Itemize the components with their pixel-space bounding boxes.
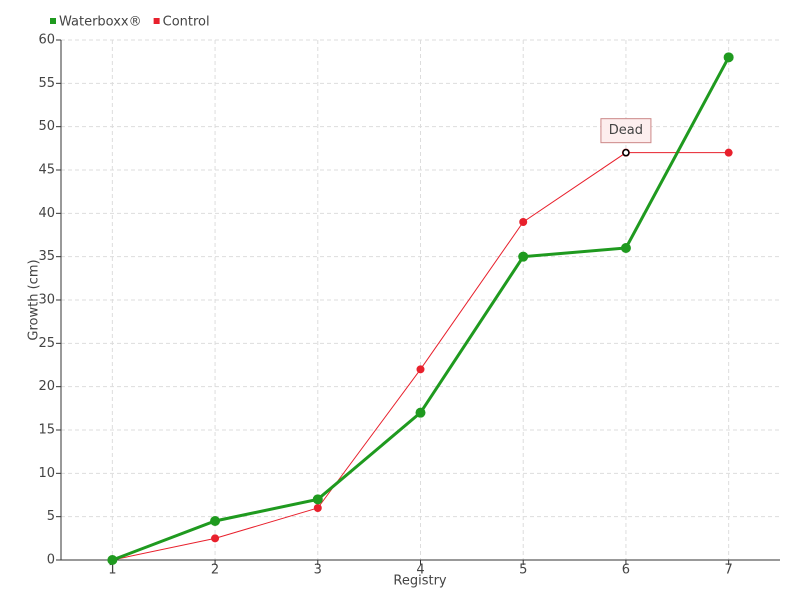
y-tick-label: 5 <box>47 509 55 524</box>
legend-label: Waterboxx® <box>59 15 142 30</box>
y-tick-label: 35 <box>38 249 55 264</box>
annotation-box <box>600 118 652 144</box>
data-point <box>519 218 528 226</box>
x-tick-label: 4 <box>416 563 424 578</box>
x-tick-label: 3 <box>314 563 322 578</box>
y-axis-label: Growth (cm) <box>27 259 42 340</box>
legend-label: Control <box>163 15 210 30</box>
y-tick-label: 50 <box>38 119 55 134</box>
data-point <box>415 407 426 418</box>
data-point <box>518 251 529 262</box>
x-tick-label: 2 <box>211 563 219 578</box>
data-point <box>620 243 631 253</box>
y-tick-label: 15 <box>38 423 55 438</box>
y-tick-label: 60 <box>38 33 55 48</box>
y-tick-label: 0 <box>47 553 55 568</box>
x-tick-label: 6 <box>622 563 630 578</box>
data-point <box>724 148 733 157</box>
y-tick-label: 55 <box>38 76 55 91</box>
data-point <box>313 504 322 512</box>
y-tick-label: 40 <box>38 206 55 221</box>
y-tick-label: 10 <box>38 466 55 481</box>
y-tick-label: 20 <box>38 379 55 394</box>
x-axis-label: Registry <box>393 574 447 589</box>
data-point <box>416 365 425 374</box>
legend-swatch <box>153 18 160 24</box>
x-tick-label: 7 <box>725 563 733 578</box>
data-point <box>107 555 118 565</box>
x-tick-label: 1 <box>108 563 116 578</box>
annotation-label: Dead <box>609 123 643 138</box>
y-tick-label: 45 <box>38 163 55 178</box>
y-tick-label: 25 <box>38 336 55 351</box>
x-tick-label: 5 <box>519 563 527 578</box>
annotation-marker <box>622 148 630 157</box>
data-point <box>210 516 221 526</box>
y-tick-label: 30 <box>38 293 55 308</box>
data-point <box>211 534 220 543</box>
legend-swatch <box>50 18 56 24</box>
data-point <box>312 494 323 505</box>
data-point <box>723 52 734 63</box>
